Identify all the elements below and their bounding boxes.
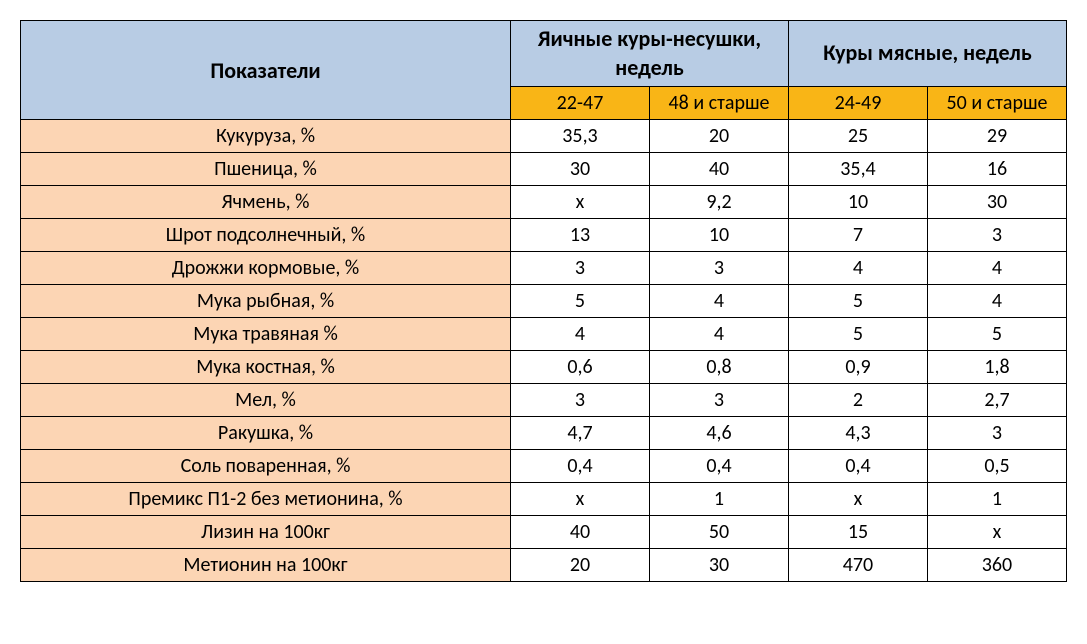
table-row: Пшеница, %304035,416 [21,153,1067,186]
row-label: Ячмень, % [21,186,511,219]
cell-value: х [511,186,650,219]
cell-value: 5 [511,285,650,318]
cell-value: 13 [511,219,650,252]
cell-value: 0,4 [511,450,650,483]
table-row: Ракушка, %4,74,64,33 [21,417,1067,450]
feed-composition-table: Показатели Яичные куры-несушки, недель К… [20,20,1067,582]
cell-value: 0,8 [650,351,789,384]
cell-value: 10 [650,219,789,252]
cell-value: 0,4 [789,450,928,483]
header-group-egg-hens: Яичные куры-несушки, недель [511,21,789,87]
row-label: Мука рыбная, % [21,285,511,318]
table-row: Ячмень, %х9,21030 [21,186,1067,219]
cell-value: 35,3 [511,120,650,153]
cell-value: 5 [789,285,928,318]
subheader-col-1: 48 и старше [650,87,789,120]
subheader-col-2: 24-49 [789,87,928,120]
cell-value: 40 [650,153,789,186]
row-label: Пшеница, % [21,153,511,186]
subheader-col-0: 22-47 [511,87,650,120]
table-row: Мука костная, %0,60,80,91,8 [21,351,1067,384]
cell-value: 470 [789,549,928,582]
row-label: Премикс П1-2 без метионина, % [21,483,511,516]
table-row: Дрожжи кормовые, %3344 [21,252,1067,285]
cell-value: х [928,516,1067,549]
cell-value: х [789,483,928,516]
cell-value: 20 [650,120,789,153]
cell-value: 4 [650,285,789,318]
row-label: Дрожжи кормовые, % [21,252,511,285]
subheader-col-3: 50 и старше [928,87,1067,120]
cell-value: 25 [789,120,928,153]
cell-value: 0,4 [650,450,789,483]
cell-value: 20 [511,549,650,582]
cell-value: 10 [789,186,928,219]
cell-value: 3 [511,252,650,285]
cell-value: 1 [928,483,1067,516]
table-row: Лизин на 100кг405015х [21,516,1067,549]
row-label: Мел, % [21,384,511,417]
table-row: Премикс П1-2 без метионина, %х1х1 [21,483,1067,516]
row-label: Кукуруза, % [21,120,511,153]
cell-value: 16 [928,153,1067,186]
cell-value: 1 [650,483,789,516]
header-indicator: Показатели [21,21,511,120]
cell-value: 360 [928,549,1067,582]
cell-value: 4 [511,318,650,351]
row-label: Мука травяная % [21,318,511,351]
cell-value: 29 [928,120,1067,153]
cell-value: 2,7 [928,384,1067,417]
cell-value: 0,6 [511,351,650,384]
header-group-meat-hens: Куры мясные, недель [789,21,1067,87]
cell-value: 5 [928,318,1067,351]
table-row: Кукуруза, %35,3202529 [21,120,1067,153]
cell-value: 30 [511,153,650,186]
row-label: Соль поваренная, % [21,450,511,483]
cell-value: 3 [928,417,1067,450]
cell-value: 4 [928,285,1067,318]
row-label: Лизин на 100кг [21,516,511,549]
cell-value: 3 [650,252,789,285]
row-label: Ракушка, % [21,417,511,450]
cell-value: 0,5 [928,450,1067,483]
cell-value: 50 [650,516,789,549]
cell-value: 30 [928,186,1067,219]
table-row: Мука травяная %4455 [21,318,1067,351]
table-row: Соль поваренная, %0,40,40,40,5 [21,450,1067,483]
cell-value: 4 [928,252,1067,285]
cell-value: 3 [511,384,650,417]
cell-value: 35,4 [789,153,928,186]
cell-value: 7 [789,219,928,252]
table-row: Мел, %3322,7 [21,384,1067,417]
cell-value: 40 [511,516,650,549]
cell-value: 15 [789,516,928,549]
table-header: Показатели Яичные куры-несушки, недель К… [21,21,1067,120]
row-label: Мука костная, % [21,351,511,384]
row-label: Шрот подсолнечный, % [21,219,511,252]
row-label: Метионин на 100кг [21,549,511,582]
cell-value: 3 [928,219,1067,252]
cell-value: 3 [650,384,789,417]
table-row: Метионин на 100кг2030470360 [21,549,1067,582]
cell-value: 4 [789,252,928,285]
cell-value: х [511,483,650,516]
cell-value: 1,8 [928,351,1067,384]
cell-value: 4 [650,318,789,351]
cell-value: 0,9 [789,351,928,384]
table-row: Мука рыбная, %5454 [21,285,1067,318]
cell-value: 4,7 [511,417,650,450]
table-body: Кукуруза, %35,3202529Пшеница, %304035,41… [21,120,1067,582]
table-row: Шрот подсолнечный, %131073 [21,219,1067,252]
cell-value: 5 [789,318,928,351]
cell-value: 4,3 [789,417,928,450]
cell-value: 9,2 [650,186,789,219]
cell-value: 30 [650,549,789,582]
cell-value: 4,6 [650,417,789,450]
cell-value: 2 [789,384,928,417]
